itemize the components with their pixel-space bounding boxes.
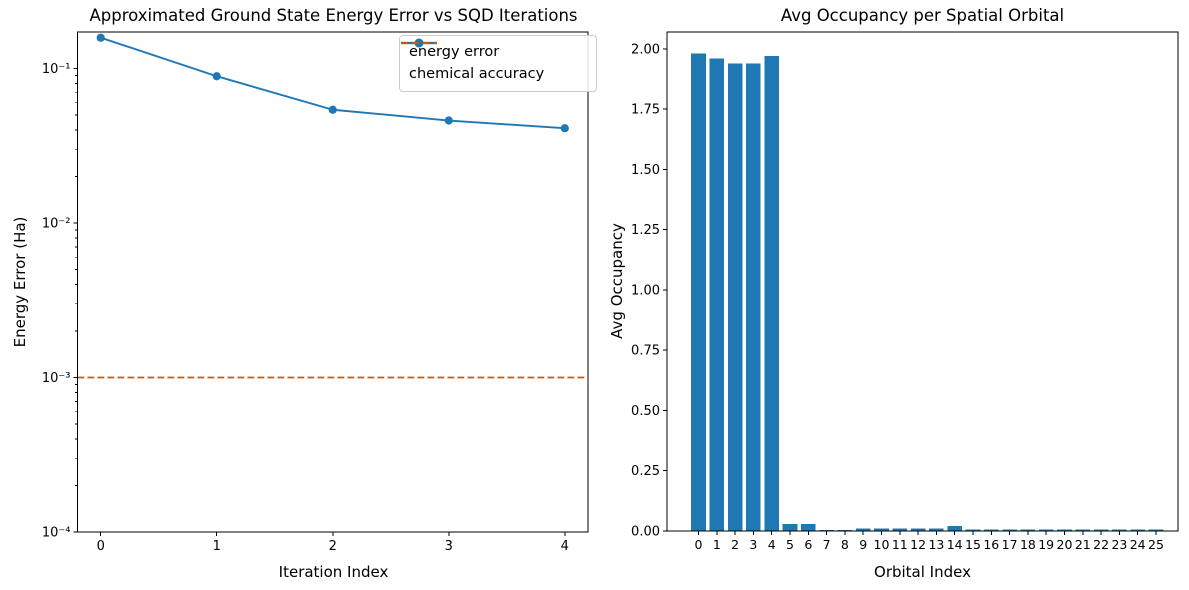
x-tick-label: 1 [213,539,221,554]
y-tick-label: 0.25 [631,464,660,479]
right-plot-ylabel: Avg Occupancy [608,223,626,339]
x-tick-label: 14 [947,537,963,552]
left-axes-frame [77,31,589,533]
x-tick-label: 1 [713,537,721,552]
x-tick-label: 13 [928,537,944,552]
x-tick-label: 22 [1093,537,1109,552]
x-tick-label: 12 [910,537,926,552]
occupancy-bar [837,529,853,531]
occupancy-bar [691,53,706,532]
energy-error-plot: 10⁻¹ 10⁻² 10⁻³ 10⁻⁴ 0 1 2 3 4 [42,31,589,554]
x-tick-label: 0 [97,539,105,554]
right-axes-frame [666,31,1179,532]
x-tick-label: 15 [965,537,981,552]
right-plot-title: Avg Occupancy per Spatial Orbital [780,6,1065,25]
occupancy-bar [874,528,889,531]
occupancy-bar [984,529,999,531]
legend-dashed-line-sample [401,41,437,45]
legend-label-chemical-accuracy: chemical accuracy [409,66,545,82]
y-tick-label: 1.25 [631,223,660,238]
occupancy-bar [801,523,816,531]
y-tick-label: 1.00 [631,283,660,298]
x-tick-label: 2 [329,539,337,554]
left-plot-title: Approximated Ground State Energy Error v… [89,6,578,25]
legend-label-energy-error: energy error [409,44,500,60]
x-tick-label: 4 [768,537,776,552]
x-tick-label: 4 [561,539,569,554]
occupancy-bar [1057,529,1072,531]
x-tick-label: 19 [1038,537,1054,552]
y-tick-label: 0.75 [631,344,660,359]
x-tick-label: 11 [892,537,908,552]
y-tick-label: 10⁻³ [42,371,71,386]
occupancy-bar [782,523,798,531]
x-tick-label: 10 [874,537,890,552]
x-tick-label: 20 [1057,537,1073,552]
x-tick-label: 23 [1111,537,1127,552]
left-plot-xlabel: Iteration Index [278,563,389,581]
occupancy-bar [910,528,926,531]
legend-entry-chemical-accuracy: chemical accuracy [401,41,587,85]
occupancy-bar [709,58,725,531]
x-tick-label: 6 [804,537,812,552]
occupancy-bar [746,63,761,531]
occupancy-bar [1075,529,1091,531]
occupancy-plot: 0.000.250.500.751.001.251.501.752.000 1 2 3… [631,31,1179,552]
occupancy-bar [764,56,779,531]
energy-error-marker [328,105,337,114]
x-tick-label: 3 [445,539,453,554]
occupancy-bar [1038,529,1054,531]
x-tick-label: 5 [786,537,794,552]
occupancy-bar [1148,529,1164,531]
x-tick-label: 8 [841,537,849,552]
occupancy-bar [1002,529,1017,531]
x-tick-label: 2 [731,537,739,552]
occupancy-bar [727,63,743,531]
right-plot-xlabel: Orbital Index [874,563,971,581]
occupancy-bar [1093,529,1109,531]
y-tick-label: 2.00 [631,42,660,57]
energy-error-marker [444,116,453,125]
occupancy-bar [929,528,944,531]
occupancy-bar [947,526,962,531]
x-tick-label: 16 [983,537,999,552]
energy-error-marker [212,72,221,81]
legend-box: energy error chemical accuracy [399,35,597,92]
y-tick-label: 1.50 [631,163,660,178]
x-tick-label: 17 [1002,537,1018,552]
occupancy-bar [819,529,834,531]
y-tick-label: 10⁻¹ [42,62,71,77]
x-tick-label: 9 [859,537,867,552]
x-tick-label: 21 [1075,537,1091,552]
occupancy-bar [1020,529,1036,531]
occupancy-bar [965,529,981,531]
occupancy-bar [892,528,908,531]
y-tick-label: 10⁻⁴ [42,526,71,541]
x-tick-label: 18 [1020,537,1036,552]
x-tick-label: 3 [749,537,757,552]
occupancy-bar [1130,529,1145,531]
x-tick-label: 24 [1130,537,1146,552]
occupancy-bar [1112,529,1127,531]
left-plot-ylabel: Energy Error (Ha) [11,216,29,348]
energy-error-marker [96,33,105,42]
y-tick-label: 0.50 [631,404,660,419]
x-tick-label: 25 [1148,537,1164,552]
occupancy-bar [855,528,871,531]
x-tick-label: 0 [695,537,703,552]
x-tick-label: 7 [823,537,831,552]
y-tick-label: 0.00 [631,525,660,540]
y-tick-label: 10⁻² [42,216,71,231]
energy-error-marker [560,124,569,133]
y-tick-label: 1.75 [631,103,660,118]
